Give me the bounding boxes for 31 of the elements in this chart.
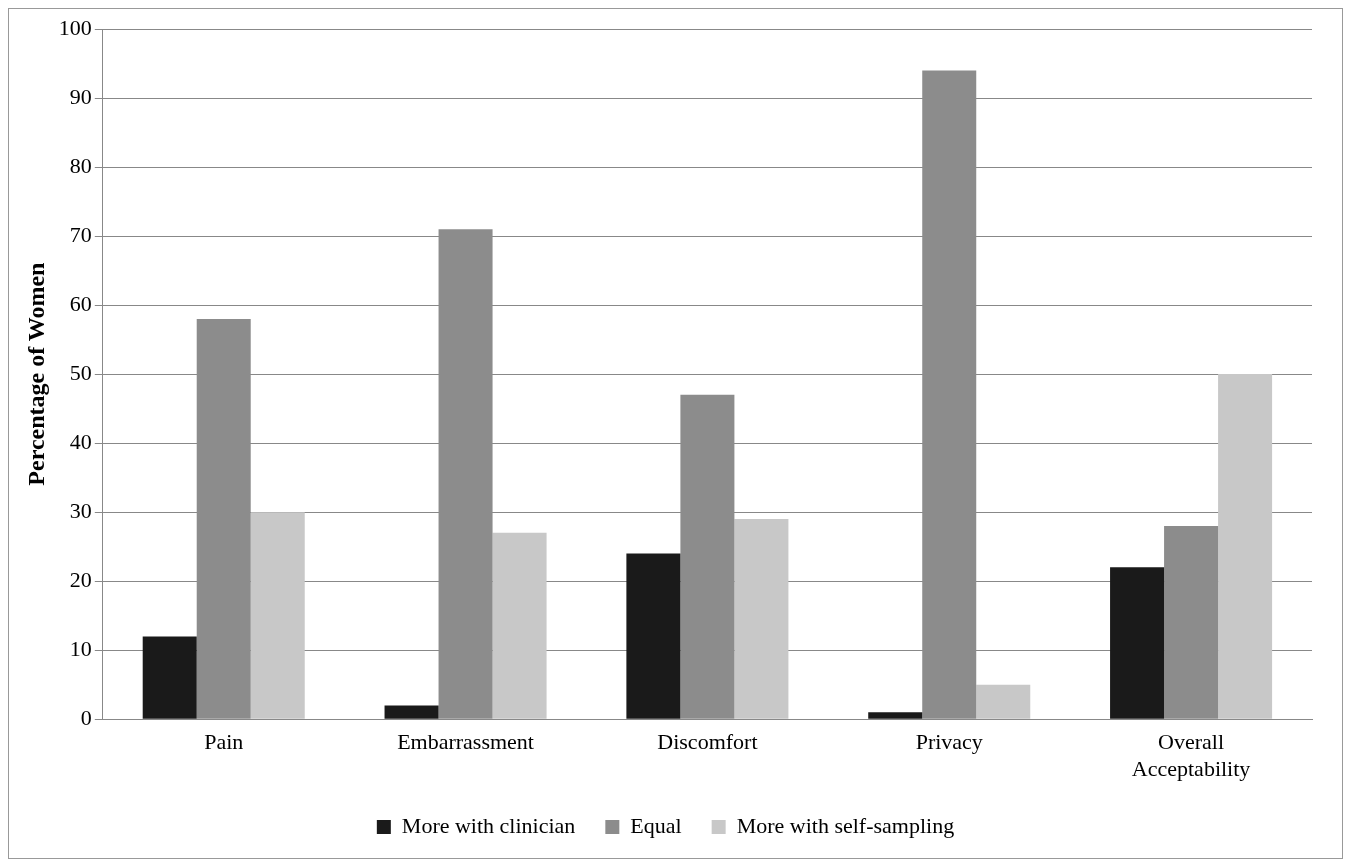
bar xyxy=(734,519,789,719)
y-tick-label: 40 xyxy=(69,428,92,454)
y-tick-label: 50 xyxy=(69,359,92,385)
y-tick-label: 70 xyxy=(69,221,92,247)
y-tick-label: 0 xyxy=(80,704,92,730)
y-tick-label: 60 xyxy=(69,290,92,316)
bar xyxy=(142,636,197,719)
bar xyxy=(976,684,1031,719)
x-tick-label: Privacy xyxy=(915,729,983,755)
bar xyxy=(250,512,305,719)
x-tick-label: Discomfort xyxy=(657,729,758,755)
bar xyxy=(1110,567,1165,719)
y-tick-label: 30 xyxy=(69,497,92,523)
x-tick-label: Overall Acceptability xyxy=(1131,729,1251,781)
y-tick-label: 100 xyxy=(58,14,92,40)
x-tick-label: Embarrassment xyxy=(397,729,534,755)
y-tick-label: 90 xyxy=(69,83,92,109)
bar xyxy=(1218,374,1273,719)
bar xyxy=(384,705,439,719)
legend-label: Equal xyxy=(630,812,682,838)
legend-label: More with self-sampling xyxy=(736,812,955,838)
y-tick-label: 80 xyxy=(69,152,92,178)
bar xyxy=(1164,525,1219,719)
bar xyxy=(626,553,681,719)
bar xyxy=(492,532,547,719)
y-tick-label: 10 xyxy=(69,635,92,661)
bar xyxy=(868,712,923,719)
legend-label: More with clinician xyxy=(401,812,576,838)
y-tick-label: 20 xyxy=(69,566,92,592)
y-axis-title: Percentage of Women xyxy=(22,262,49,486)
x-tick-label: Pain xyxy=(204,729,244,755)
